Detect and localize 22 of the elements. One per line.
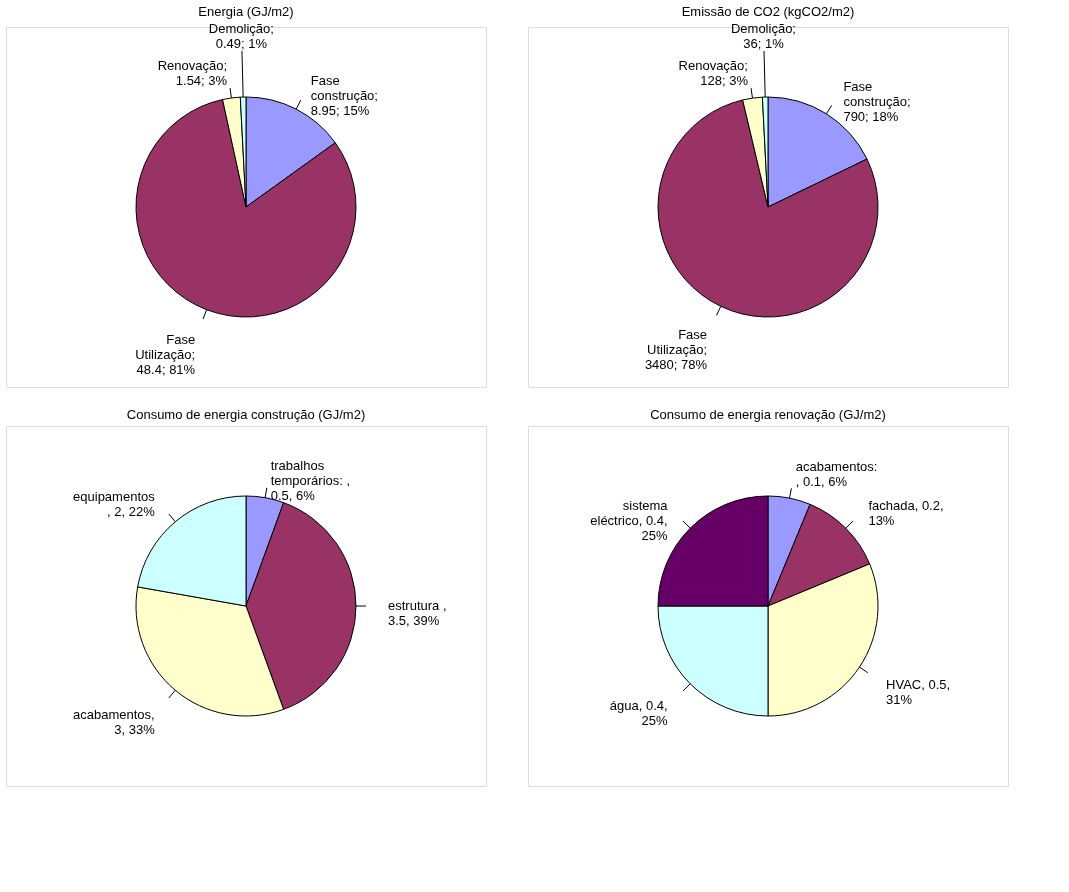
slice-label: Fase construção; 8.95; 15% (310, 72, 378, 118)
chart-title: Energia (GJ/m2) (198, 4, 294, 20)
slice-label: acabamentos: , 0.1, 6% (795, 458, 878, 489)
slice-label: Demolição; 36; 1% (730, 21, 796, 52)
slice-label: Renovação; 128; 3% (678, 58, 749, 89)
slice-label: sistema eléctrico, 0.4, 25% (590, 497, 669, 543)
slice-label: Fase construção; 790; 18% (843, 78, 911, 124)
chart-title: Emissão de CO2 (kgCO2/m2) (681, 4, 855, 20)
slice-label: equipamentos (73, 489, 156, 505)
chart-title: Consumo de energia renovação (GJ/m2) (650, 407, 886, 422)
slice-label: HVAC, 0.5, 31% (886, 676, 951, 707)
legend-label: estrutura , 3.5, 39% (388, 598, 447, 628)
slice-label: Demolição; 0.49; 1% (208, 21, 274, 52)
data-label: , 2, 22% (107, 504, 156, 520)
slice-label: Fase Utilização; 3480; 78% (644, 327, 708, 373)
slice-label: água, 0.4, 25% (609, 698, 669, 729)
slice-label: trabalhos temporários: , 0.5, 6% (270, 458, 351, 504)
slice-label: fachada, 0.2, 13% (868, 497, 944, 528)
slice-label: Renovação; 1.54; 3% (157, 58, 228, 89)
slice-label: Fase Utilização; 48.4; 81% (135, 331, 196, 377)
slice-label: acabamentos, 3, 33% (73, 706, 156, 737)
chart-title: Consumo de energia construção (GJ/m2) (126, 407, 366, 422)
